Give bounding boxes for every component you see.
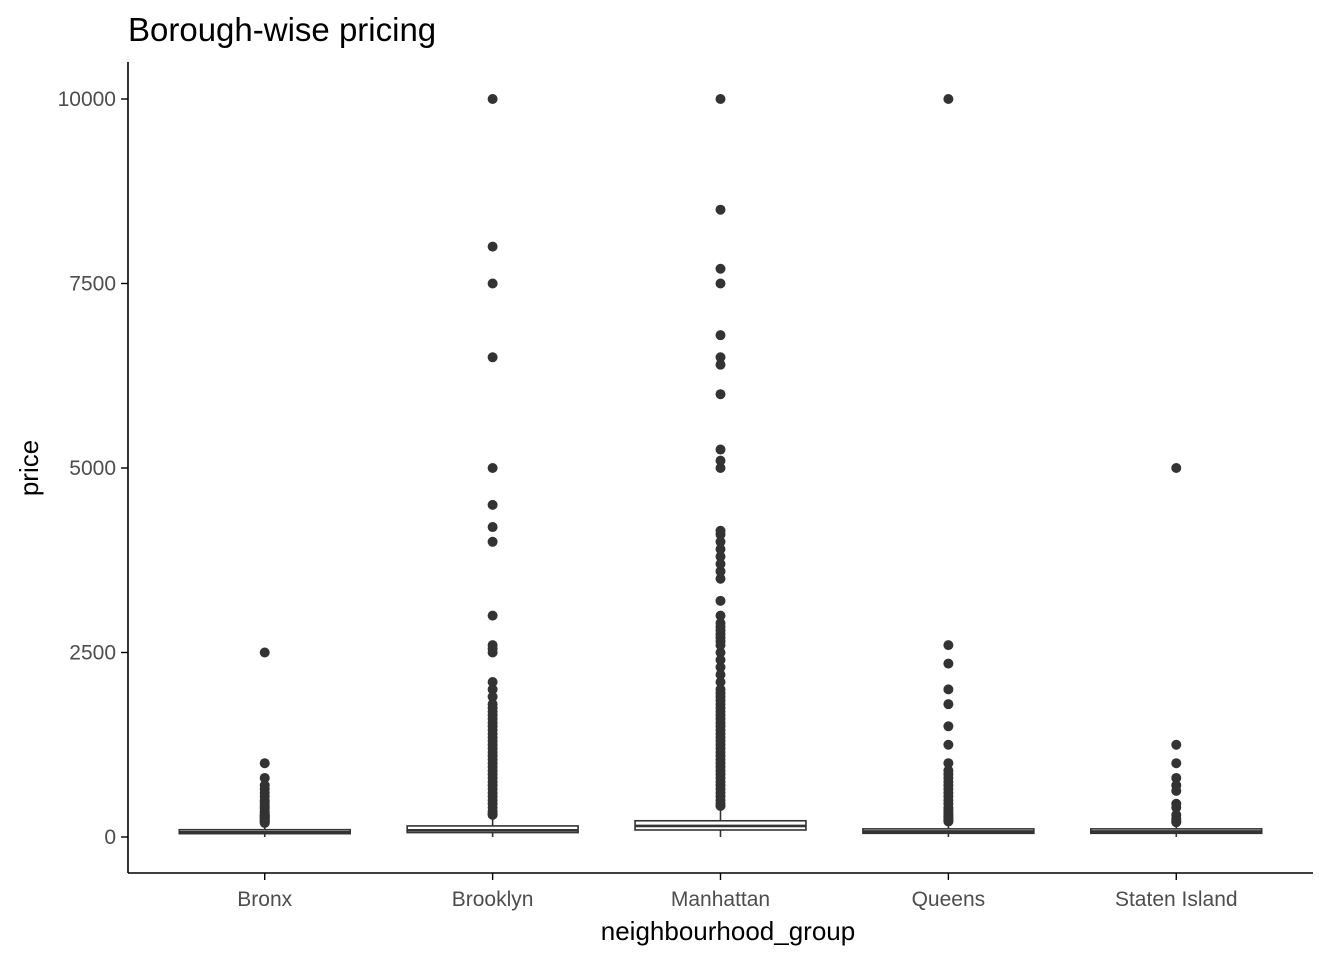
- x-tick-label: Brooklyn: [452, 888, 534, 911]
- outlier-point: [487, 809, 498, 820]
- outlier-point: [487, 610, 498, 621]
- outlier-point: [487, 647, 498, 658]
- outlier-point: [715, 669, 726, 680]
- outlier-point: [715, 640, 726, 651]
- outlier-point: [259, 772, 270, 783]
- outlier-point: [715, 278, 726, 289]
- x-tick-label: Manhattan: [671, 888, 770, 911]
- outlier-point: [487, 677, 498, 688]
- outlier-point: [943, 758, 954, 769]
- outlier-point: [715, 359, 726, 370]
- outlier-point: [259, 758, 270, 769]
- outlier-point: [1171, 739, 1182, 750]
- outlier-point: [715, 573, 726, 584]
- outlier-point: [487, 536, 498, 547]
- outlier-point: [715, 662, 726, 673]
- x-tick-label: Bronx: [237, 888, 292, 911]
- outlier-point: [943, 640, 954, 651]
- outlier-point: [715, 263, 726, 274]
- x-axis-title: neighbourhood_group: [601, 916, 855, 946]
- outlier-point: [715, 654, 726, 665]
- y-axis: 0 2500 5000 7500 10000: [58, 88, 128, 849]
- outlier-point: [1171, 785, 1182, 796]
- outlier-point: [715, 801, 726, 812]
- box-manhattan: [634, 94, 807, 837]
- outlier-point: [715, 330, 726, 341]
- x-tick-label: Queens: [912, 888, 986, 911]
- y-tick-label: 0: [104, 826, 116, 849]
- plot-area: [178, 94, 1263, 837]
- outlier-point: [715, 94, 726, 104]
- outlier-point: [1171, 817, 1182, 828]
- outlier-point: [715, 595, 726, 606]
- outlier-point: [715, 529, 726, 540]
- outlier-point: [943, 721, 954, 732]
- y-tick-label: 5000: [69, 457, 116, 480]
- chart-title: Borough-wise pricing: [128, 11, 436, 48]
- y-axis-title: price: [14, 440, 44, 496]
- outlier-point: [1171, 772, 1182, 783]
- x-tick-label: Staten Island: [1115, 888, 1238, 911]
- outlier-point: [487, 278, 498, 289]
- outlier-point: [259, 647, 270, 658]
- y-tick-label: 7500: [69, 273, 116, 296]
- x-axis: Bronx Brooklyn Manhattan Queens Staten Islan…: [237, 873, 1238, 911]
- outlier-point: [715, 610, 726, 621]
- outlier-point: [259, 817, 270, 828]
- outlier-point: [943, 699, 954, 710]
- outlier-point: [715, 558, 726, 569]
- box-bronx: [178, 647, 351, 837]
- outlier-point: [487, 684, 498, 695]
- outlier-point: [487, 522, 498, 533]
- outlier-point: [715, 647, 726, 658]
- outlier-point: [943, 684, 954, 695]
- outlier-point: [715, 455, 726, 466]
- y-tick-label: 2500: [69, 642, 116, 665]
- outlier-point: [715, 204, 726, 215]
- outlier-point: [487, 241, 498, 252]
- outlier-point: [1171, 758, 1182, 769]
- box-brooklyn: [406, 94, 579, 837]
- outlier-point: [487, 691, 498, 702]
- outlier-point: [1171, 463, 1182, 473]
- box-staten-island: [1090, 463, 1263, 837]
- outlier-point: [715, 551, 726, 562]
- outlier-point: [487, 94, 498, 104]
- outlier-point: [715, 566, 726, 577]
- outlier-point: [943, 816, 954, 827]
- outlier-point: [487, 499, 498, 510]
- outlier-point: [715, 463, 726, 473]
- outlier-point: [943, 739, 954, 750]
- outlier-point: [487, 352, 498, 363]
- outlier-point: [715, 389, 726, 400]
- outlier-point: [1171, 802, 1182, 813]
- outlier-point: [943, 94, 954, 104]
- outlier-point: [715, 444, 726, 455]
- outlier-point: [715, 536, 726, 547]
- outlier-point: [943, 658, 954, 669]
- outlier-point: [715, 544, 726, 555]
- box-queens: [862, 94, 1035, 837]
- outlier-point: [487, 463, 498, 473]
- outlier-point: [715, 677, 726, 688]
- y-tick-label: 10000: [58, 88, 116, 111]
- outlier-point: [715, 352, 726, 363]
